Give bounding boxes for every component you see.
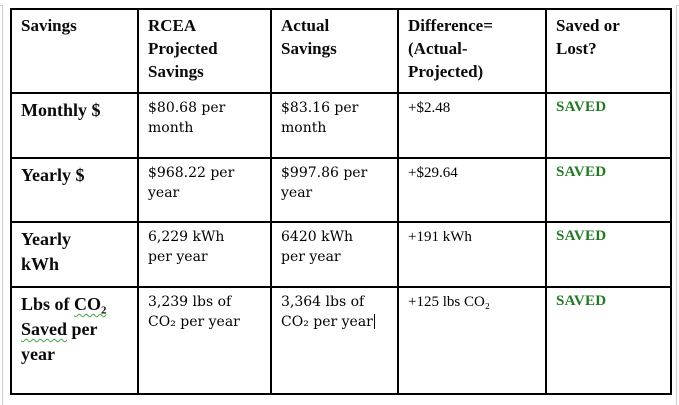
text-cursor xyxy=(373,314,376,329)
difference-cell[interactable]: +$29.64 xyxy=(397,157,547,223)
projected-cell[interactable]: 3,239 lbs of CO₂ per year xyxy=(137,286,272,395)
page-edge-right xyxy=(676,5,677,405)
actual-cell-text: 3,364 lbs of CO₂ per year xyxy=(281,294,373,330)
row-header-lbs-co2[interactable]: Lbs of CO₂ Saved per year xyxy=(10,286,139,395)
page-edge-corner-right xyxy=(676,5,679,6)
row-header-yearly-dollars[interactable]: Yearly $ xyxy=(10,157,139,223)
table-row-monthly: Monthly $ $80.68 per month $83.16 per mo… xyxy=(10,92,672,159)
status-cell[interactable]: SAVED xyxy=(545,286,672,395)
projected-cell[interactable]: $80.68 per month xyxy=(137,92,272,159)
row-header-monthly[interactable]: Monthly $ xyxy=(10,92,139,159)
savings-table: Savings RCEA Projected Savings Actual Sa… xyxy=(10,8,672,395)
row-header-text: Lbs of xyxy=(21,294,75,314)
difference-cell[interactable]: +125 lbs CO₂ xyxy=(397,286,547,395)
actual-cell[interactable]: $997.86 per year xyxy=(270,157,399,223)
row-header-yearly-kwh[interactable]: Yearly kWh xyxy=(10,221,139,288)
projected-cell[interactable]: 6,229 kWh per year xyxy=(137,221,272,288)
actual-cell[interactable]: 6420 kWh per year xyxy=(270,221,399,288)
difference-cell[interactable]: +$2.48 xyxy=(397,92,547,159)
column-header-difference[interactable]: Difference= (Actual- Projected) xyxy=(397,8,547,94)
difference-cell[interactable]: +191 kWh xyxy=(397,221,547,288)
table-row-yearly-dollars: Yearly $ $968.22 per year $997.86 per ye… xyxy=(10,157,672,223)
actual-cell[interactable]: 3,364 lbs of CO₂ per year xyxy=(270,286,399,395)
column-header-saved-or-lost[interactable]: Saved or Lost? xyxy=(545,8,672,94)
status-cell[interactable]: SAVED xyxy=(545,92,672,159)
page-edge-corner-left xyxy=(0,5,3,6)
column-header-actual[interactable]: Actual Savings xyxy=(270,8,399,94)
projected-cell[interactable]: $968.22 per year xyxy=(137,157,272,223)
status-saved-label: SAVED xyxy=(556,99,607,115)
grammar-squiggle-co2: CO₂ xyxy=(74,294,107,314)
page-edge-left xyxy=(2,5,3,405)
table-row-yearly-kwh: Yearly kWh 6,229 kWh per year 6420 kWh p… xyxy=(10,221,672,288)
status-saved-label: SAVED xyxy=(556,164,607,180)
column-header-savings[interactable]: Savings xyxy=(10,8,139,94)
header-row: Savings RCEA Projected Savings Actual Sa… xyxy=(10,8,672,94)
row-header-text: per xyxy=(67,319,98,339)
grammar-squiggle-saved: Saved xyxy=(21,319,68,339)
status-cell[interactable]: SAVED xyxy=(545,221,672,288)
status-saved-label: SAVED xyxy=(556,293,607,309)
status-saved-label: SAVED xyxy=(556,228,607,244)
actual-cell[interactable]: $83.16 per month xyxy=(270,92,399,159)
status-cell[interactable]: SAVED xyxy=(545,157,672,223)
column-header-projected[interactable]: RCEA Projected Savings xyxy=(137,8,272,94)
table-row-lbs-co2: Lbs of CO₂ Saved per year 3,239 lbs of CO₂… xyxy=(10,286,672,395)
row-header-text: year xyxy=(21,344,55,364)
